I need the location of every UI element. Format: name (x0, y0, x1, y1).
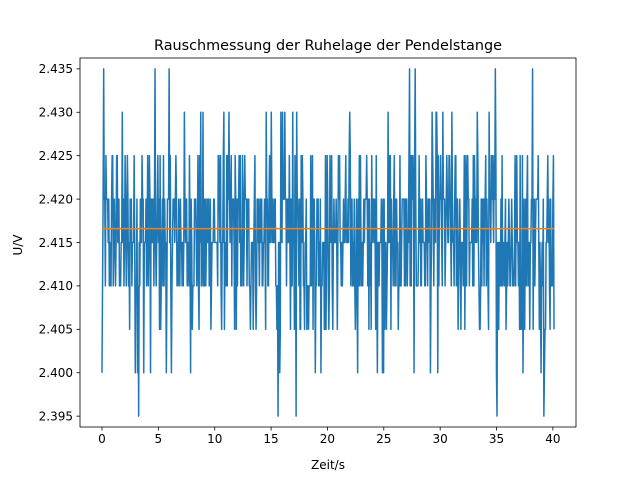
y-tick-label: 2.425 (39, 149, 73, 163)
x-tick-label: 0 (98, 432, 106, 446)
x-tick-label: 20 (320, 432, 335, 446)
y-tick-label: 2.400 (39, 366, 73, 380)
y-axis-label: U/V (11, 234, 25, 256)
x-tick-label: 40 (545, 432, 560, 446)
x-tick-label: 15 (263, 432, 278, 446)
x-tick-label: 30 (433, 432, 448, 446)
y-tick-label: 2.395 (39, 409, 73, 423)
chart-title: Rauschmessung der Ruhelage der Pendelsta… (154, 38, 502, 54)
y-tick-label: 2.415 (39, 236, 73, 250)
y-tick-label: 2.410 (39, 279, 73, 293)
axes-layer: 0 5 10 15 20 25 30 35 40 2.395 2.400 2.405 2.410 2.41… (39, 57, 577, 446)
x-tick-label: 25 (376, 432, 391, 446)
series-line-measurement (101, 68, 555, 417)
y-tick-label: 2.405 (39, 323, 73, 337)
x-tick-label: 5 (155, 432, 163, 446)
y-tick-label: 2.430 (39, 106, 73, 120)
y-tick-label: 2.435 (39, 62, 73, 76)
series-layer (101, 68, 555, 417)
x-tick-label: 10 (207, 432, 222, 446)
x-tick-label: 35 (489, 432, 504, 446)
x-axis-label: Zeit/s (311, 458, 345, 472)
y-tick-label: 2.420 (39, 192, 73, 206)
